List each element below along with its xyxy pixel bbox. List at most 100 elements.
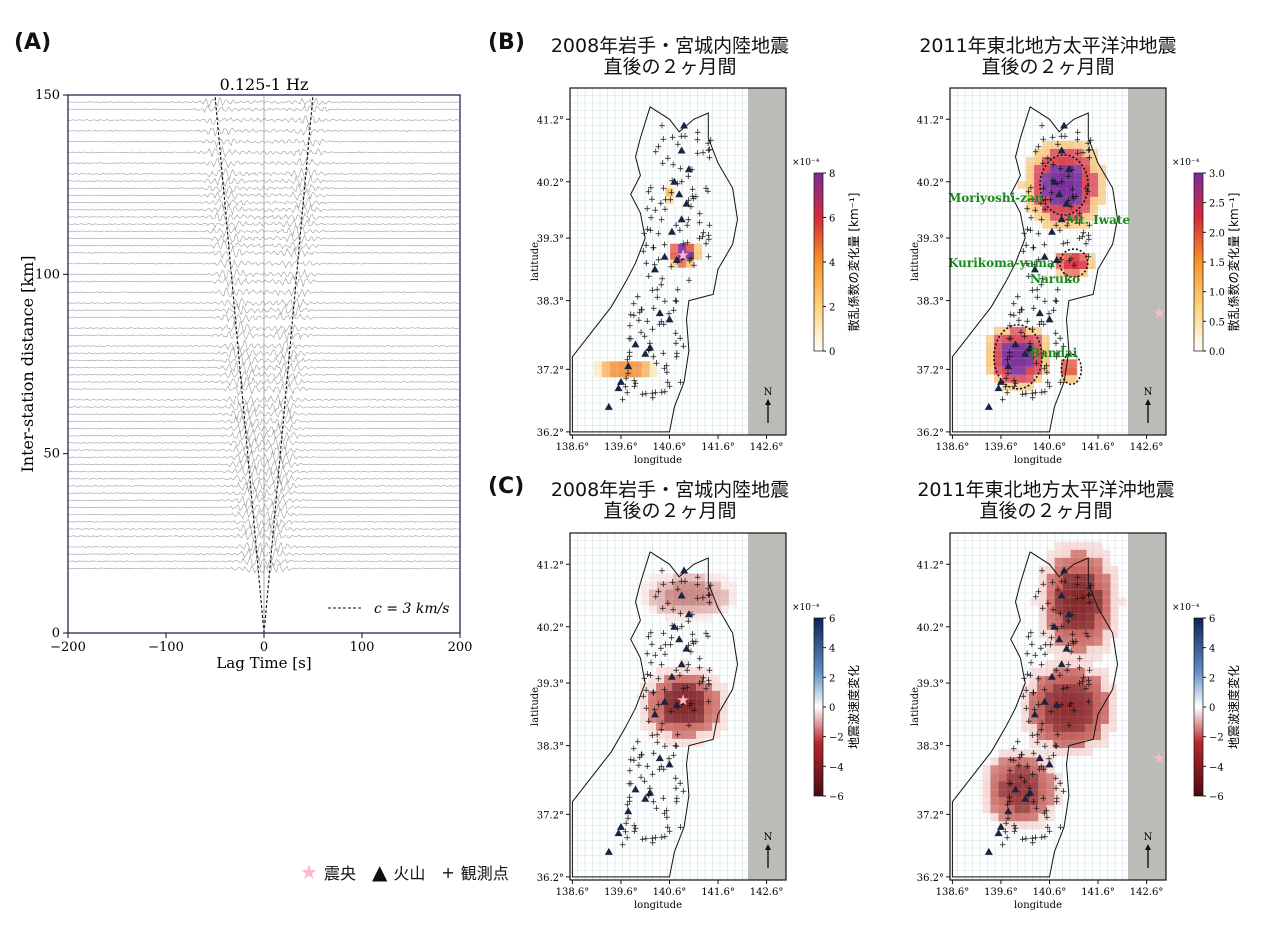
- anomaly-cell: [1034, 180, 1043, 189]
- volcano-marker: [675, 635, 684, 643]
- station-marker: +: [666, 827, 674, 837]
- anomaly-cell: [1044, 732, 1053, 741]
- velocity-reference-lines: [214, 94, 314, 634]
- anomaly-cell: [1094, 629, 1103, 638]
- anomaly-cell: [1058, 156, 1067, 165]
- station-marker: +: [625, 779, 633, 789]
- volcano-marker: [994, 829, 1003, 837]
- station-marker: +: [650, 798, 658, 808]
- anomaly-cell: [1001, 366, 1010, 375]
- station-marker: +: [1086, 154, 1094, 164]
- anomaly-cell: [1060, 700, 1069, 709]
- station-marker: +: [1074, 580, 1082, 590]
- anomaly-layer: [985, 140, 1107, 391]
- station-marker: +: [1049, 161, 1057, 171]
- anomaly-cell: [1084, 684, 1093, 693]
- anomaly-cell: [688, 613, 697, 622]
- station-marker: +: [705, 697, 713, 707]
- station-marker: +: [705, 591, 713, 601]
- anomaly-cell: [1014, 805, 1023, 814]
- anomaly-cell: [680, 706, 689, 715]
- station-marker: +: [684, 172, 692, 182]
- volcano-marker: [650, 710, 659, 718]
- anomaly-cell: [712, 597, 721, 606]
- station-marker: +: [1038, 275, 1046, 285]
- anomaly-cell: [1062, 565, 1071, 574]
- station-marker: +: [1033, 730, 1041, 740]
- anomaly-cell: [1076, 740, 1085, 749]
- map-c-left: ++++++++++++++++++++++++++++++++++++++++…: [530, 532, 860, 911]
- station-marker: +: [1041, 388, 1049, 398]
- anomaly-cell: [1058, 196, 1067, 205]
- anomaly-cell: [1044, 676, 1053, 685]
- anomaly-cell: [1028, 724, 1037, 733]
- anomaly-cell: [1025, 326, 1034, 335]
- waveform-trace: [68, 196, 460, 209]
- x-tick-label: 140.6°: [1033, 442, 1067, 453]
- anomaly-cell: [1108, 716, 1117, 725]
- waveform-trace: [68, 224, 460, 239]
- waveform-trace: [68, 124, 460, 137]
- station-marker: +: [1084, 139, 1092, 149]
- station-marker: +: [1052, 339, 1060, 349]
- station-marker: +: [1070, 261, 1078, 271]
- y-tick-label: 37.2°: [917, 810, 944, 821]
- station-marker: +: [1018, 751, 1026, 761]
- colorbar-tick-label: 3.0: [1209, 169, 1225, 180]
- anomaly-cell: [1020, 708, 1029, 717]
- station-marker: +: [692, 193, 700, 203]
- anomaly-cell: [1050, 156, 1059, 165]
- colorbar-label: 散乱係数の変化量 [km⁻¹]: [846, 193, 860, 332]
- station-marker: +: [1085, 252, 1093, 262]
- station-marker: +: [1036, 320, 1044, 330]
- anomaly-cell: [672, 613, 681, 622]
- station-marker: +: [1040, 629, 1048, 639]
- anomaly-cell: [1100, 692, 1109, 701]
- station-marker: +: [1058, 623, 1066, 633]
- station-marker: +: [626, 766, 634, 776]
- station-marker: +: [653, 359, 661, 369]
- station-marker: +: [661, 364, 669, 374]
- x-tick-label: 200: [448, 640, 473, 655]
- anomaly-cell: [1009, 366, 1018, 375]
- station-marker: +: [692, 638, 700, 648]
- anomaly-cell: [1054, 573, 1063, 582]
- station-marker: +: [637, 773, 645, 783]
- y-tick-label: 41.2°: [917, 560, 944, 571]
- stations: ++++++++++++++++++++++++++++++++++++++++…: [619, 567, 715, 851]
- station-marker: +: [1006, 352, 1014, 362]
- anomaly-cell: [704, 573, 713, 582]
- anomaly-cell: [1060, 668, 1069, 677]
- volcano-marker: [684, 165, 693, 173]
- anomaly-cell: [1028, 668, 1037, 677]
- anomaly-cell: [648, 581, 657, 590]
- station-marker: +: [1086, 591, 1094, 601]
- anomaly-cell: [1026, 196, 1035, 205]
- anomaly-cell: [1036, 740, 1045, 749]
- anomaly-cell: [1020, 700, 1029, 709]
- anomaly-cell: [998, 765, 1007, 774]
- waveform-trace: [68, 240, 460, 252]
- anomaly-cell: [1050, 172, 1059, 181]
- station-marker: +: [1029, 689, 1037, 699]
- station-marker: +: [1033, 285, 1041, 295]
- anomaly-cell: [1086, 549, 1095, 558]
- station-marker: +: [661, 686, 669, 696]
- anomaly-cell: [664, 722, 673, 731]
- station-marker: +: [1052, 784, 1060, 794]
- waveform-trace: [68, 485, 460, 500]
- station-marker: +: [1065, 641, 1073, 651]
- station-marker: +: [706, 591, 714, 601]
- anomaly-cell: [1086, 621, 1095, 630]
- station-marker: +: [627, 310, 635, 320]
- volcano-marker: [1055, 190, 1064, 198]
- station-marker: +: [645, 792, 653, 802]
- station-marker: +: [1084, 584, 1092, 594]
- volcano-marker: [614, 384, 623, 392]
- anomaly-cell: [1090, 188, 1099, 197]
- anomaly-cell: [1044, 716, 1053, 725]
- waveform-trace: [68, 157, 460, 169]
- station-marker: +: [626, 797, 634, 807]
- anomaly-cell: [672, 738, 681, 747]
- anomaly-cell: [1042, 172, 1051, 181]
